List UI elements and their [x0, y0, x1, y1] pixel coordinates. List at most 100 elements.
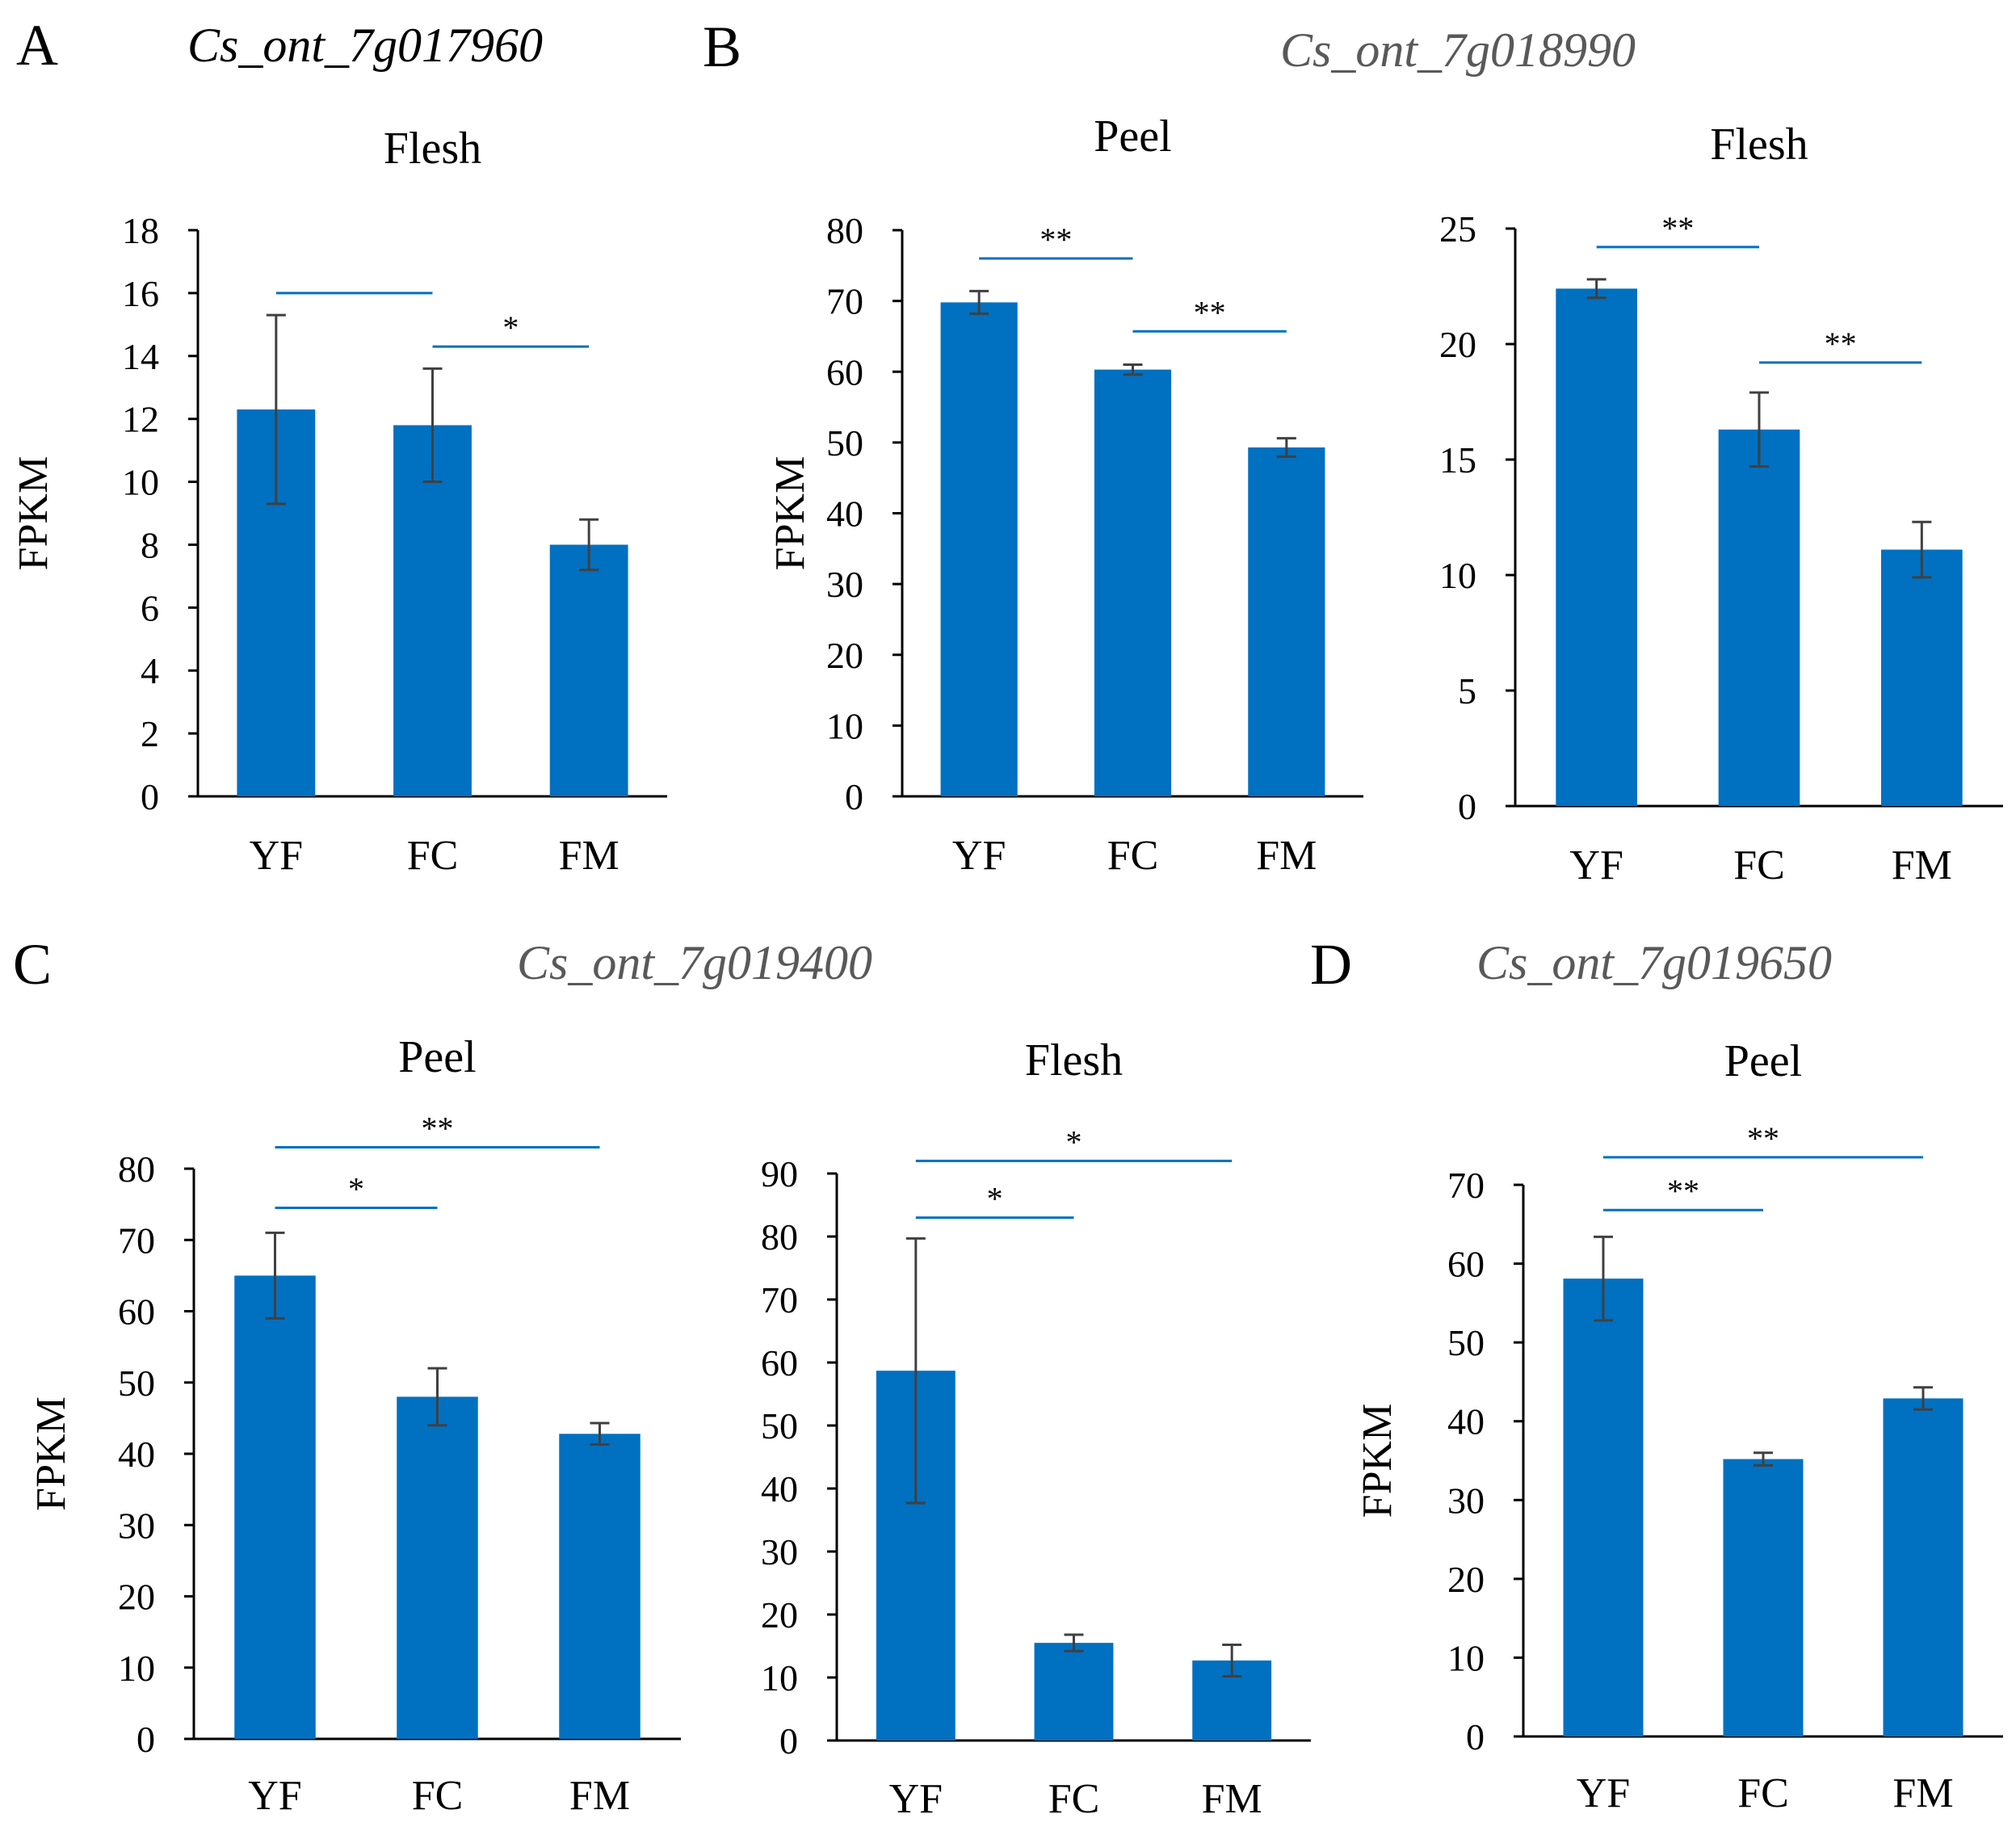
y-tick-label: 10 — [1439, 555, 1476, 596]
gene-label-a: Cs_ont_7g017960 — [187, 19, 543, 72]
y-tick-label: 6 — [141, 587, 159, 628]
bar-fc — [393, 425, 472, 796]
significance-label: * — [348, 1171, 364, 1207]
chart-c-flesh: Flesh 0 10 20 30 40 50 60 70 80 90 YF FC FM * * — [761, 1035, 1311, 1822]
y-axis-label: FPKM — [10, 456, 57, 571]
bar-fm — [559, 1434, 640, 1739]
significance-label: ** — [1040, 221, 1072, 258]
chart-title: Flesh — [1710, 120, 1808, 170]
y-tick-label: 4 — [141, 650, 159, 691]
y-tick-label: 0 — [141, 776, 159, 817]
panel-letter-a: A — [16, 13, 58, 78]
x-category-label: FM — [1892, 1770, 1953, 1816]
y-tick-label: 12 — [122, 399, 159, 440]
y-tick-label: 0 — [845, 776, 863, 817]
y-tick-label: 20 — [1447, 1559, 1485, 1600]
chart-title: Flesh — [384, 124, 481, 174]
panel-letter-c: C — [13, 932, 52, 997]
y-tick-label: 20 — [761, 1594, 798, 1636]
x-category-label: FC — [1107, 833, 1159, 879]
y-tick-label: 30 — [118, 1505, 155, 1546]
y-tick-label: 70 — [761, 1279, 798, 1321]
x-category-label: FM — [1202, 1776, 1262, 1822]
x-category-label: FM — [569, 1773, 630, 1819]
x-category-label: FC — [407, 833, 459, 879]
bar-yf — [234, 1275, 316, 1739]
y-tick-label: 80 — [826, 210, 863, 251]
y-axis-label: FPKM — [1354, 1404, 1401, 1518]
y-tick-label: 18 — [122, 210, 159, 251]
y-tick-label: 20 — [1439, 324, 1476, 365]
y-tick-label: 60 — [1447, 1244, 1485, 1285]
significance-label: ** — [1825, 325, 1857, 362]
x-category-label: YF — [250, 833, 303, 879]
chart-title: Peel — [398, 1032, 476, 1082]
y-tick-label: 10 — [826, 705, 863, 746]
chart-title: Peel — [1094, 111, 1171, 162]
significance-label: ** — [422, 1111, 454, 1147]
y-tick-label: 20 — [826, 635, 863, 676]
y-tick-label: 60 — [761, 1342, 798, 1384]
significance-label: ** — [1747, 1120, 1779, 1157]
significance-label: * — [1066, 1123, 1082, 1160]
chart-d-peel: Peel 0 10 20 30 40 50 60 70 FPKM YF FC FM ** ** — [1354, 1036, 2003, 1816]
significance-label: ** — [1667, 1173, 1699, 1209]
x-category-label: FC — [412, 1773, 464, 1819]
y-axis-label: FPKM — [767, 456, 813, 571]
y-tick-label: 50 — [826, 422, 863, 464]
y-tick-label: 40 — [118, 1434, 155, 1475]
y-tick-label: 50 — [118, 1363, 155, 1404]
bar-yf — [1556, 288, 1637, 806]
y-tick-label: 30 — [1447, 1480, 1485, 1521]
significance-label: ** — [1194, 294, 1226, 330]
y-axis-label: FPKM — [28, 1396, 74, 1511]
gene-label-d: Cs_ont_7g019650 — [1476, 936, 1832, 989]
x-category-label: YF — [952, 833, 1006, 879]
bar-fc — [1034, 1643, 1114, 1741]
x-category-label: FC — [1737, 1770, 1789, 1816]
y-tick-label: 40 — [1447, 1401, 1485, 1442]
y-tick-label: 80 — [761, 1216, 798, 1258]
bar-fc — [1718, 429, 1800, 806]
x-category-label: FC — [1048, 1776, 1100, 1822]
x-category-label: YF — [889, 1776, 943, 1822]
x-category-label: YF — [1569, 842, 1623, 888]
gene-label-c: Cs_ont_7g019400 — [517, 936, 872, 989]
y-tick-label: 10 — [1447, 1637, 1485, 1678]
y-tick-label: 70 — [1447, 1165, 1485, 1206]
y-tick-label: 0 — [136, 1719, 155, 1760]
bar-fm — [1248, 447, 1325, 796]
chart-b-flesh: Flesh 0 5 10 15 20 25 YF FC FM ** ** — [1439, 120, 2003, 888]
y-tick-label: 50 — [761, 1405, 798, 1447]
y-tick-label: 60 — [826, 351, 863, 393]
y-tick-label: 10 — [761, 1657, 798, 1699]
y-tick-label: 70 — [118, 1220, 155, 1261]
bar-yf — [1563, 1279, 1644, 1736]
y-tick-label: 60 — [118, 1291, 155, 1333]
bar-fc — [397, 1396, 478, 1739]
chart-title: Peel — [1724, 1036, 1802, 1086]
bar-fm — [1881, 549, 1963, 806]
y-tick-label: 10 — [122, 462, 159, 503]
chart-a-flesh: Flesh 0 2 4 6 8 10 12 14 16 18 FPKM YF FC FM * — [10, 124, 667, 879]
bar-yf — [940, 302, 1018, 796]
significance-label: * — [987, 1181, 1003, 1217]
y-tick-label: 0 — [1466, 1716, 1485, 1757]
y-tick-label: 70 — [826, 281, 863, 322]
y-tick-label: 0 — [779, 1720, 798, 1762]
y-tick-label: 14 — [122, 336, 159, 377]
y-tick-label: 30 — [761, 1531, 798, 1573]
bar-fc — [1094, 369, 1172, 797]
y-tick-label: 5 — [1458, 670, 1476, 712]
panel-letter-b: B — [703, 15, 741, 79]
y-tick-label: 90 — [761, 1153, 798, 1195]
y-tick-label: 40 — [761, 1468, 798, 1510]
chart-title: Flesh — [1025, 1035, 1123, 1085]
y-tick-label: 50 — [1447, 1322, 1485, 1363]
y-tick-label: 8 — [141, 524, 159, 565]
y-tick-label: 16 — [122, 273, 159, 314]
y-tick-label: 2 — [141, 713, 159, 754]
y-tick-label: 25 — [1439, 208, 1476, 250]
